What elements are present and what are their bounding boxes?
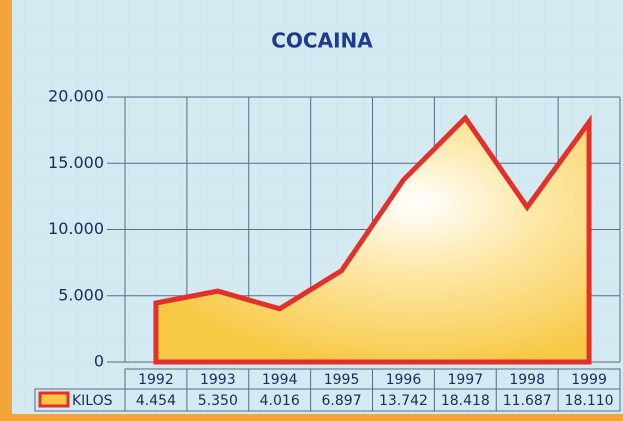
legend-swatch (38, 391, 70, 408)
y-tick-label: 0 (94, 352, 104, 371)
value-label: 18.418 (441, 393, 490, 409)
y-tick-label: 15.000 (48, 153, 104, 172)
x-tick-label: 1994 (262, 372, 298, 388)
y-tick-label: 5.000 (58, 285, 104, 304)
value-label: 13.742 (379, 393, 428, 409)
y-tick-label: 10.000 (48, 219, 104, 238)
value-label: 5.350 (198, 393, 238, 409)
value-label: 18.110 (565, 393, 614, 409)
chart-title: COCAINA (271, 29, 373, 53)
x-tick-label: 1997 (447, 372, 483, 388)
value-label: 4.016 (260, 393, 300, 409)
x-tick-label: 1999 (571, 372, 607, 388)
value-label: 11.687 (503, 393, 552, 409)
y-tick-label: 20.000 (48, 87, 104, 106)
x-tick-label: 1993 (200, 372, 236, 388)
value-label: 4.454 (136, 393, 176, 409)
value-label: 6.897 (322, 393, 362, 409)
area (153, 114, 592, 365)
x-tick-label: 1998 (509, 372, 545, 388)
x-tick-label: 1992 (138, 372, 174, 388)
x-tick-label: 1996 (386, 372, 422, 388)
legend-label: KILOS (72, 393, 113, 409)
x-tick-label: 1995 (324, 372, 360, 388)
